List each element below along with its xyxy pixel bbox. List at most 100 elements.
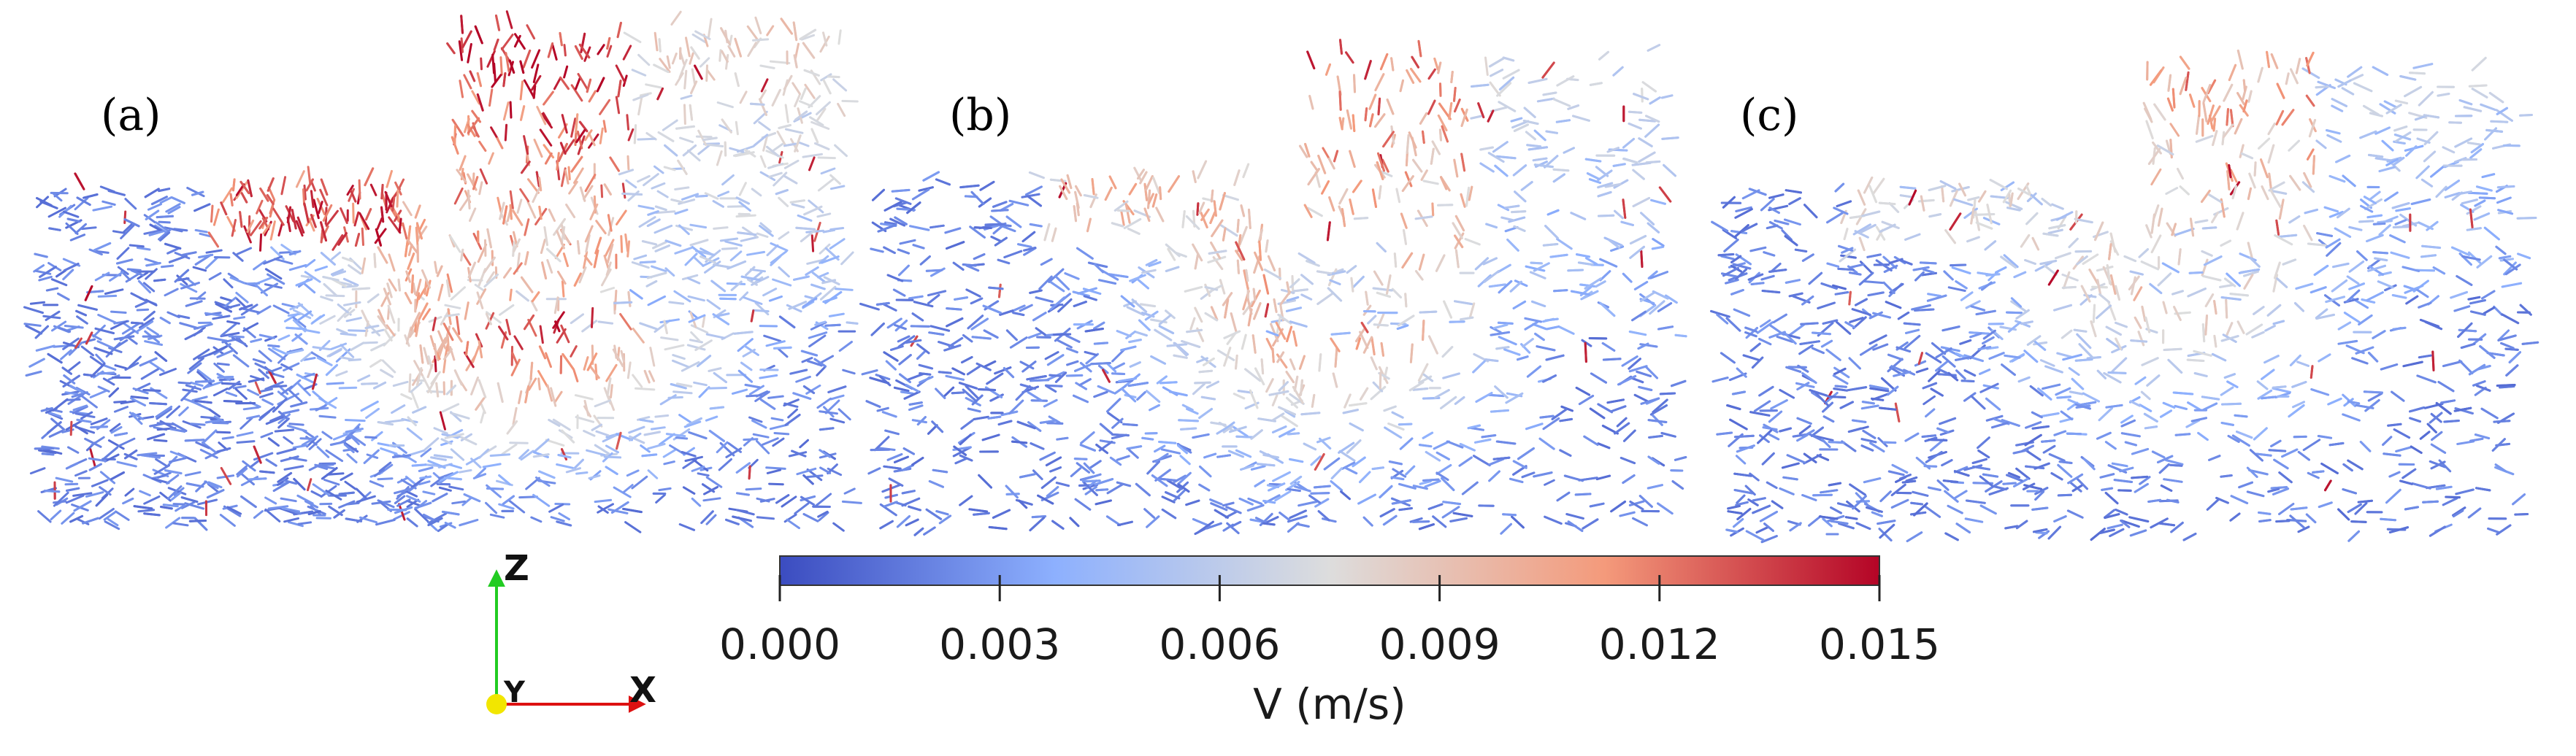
velocity-arrow (1542, 91, 1557, 96)
velocity-arrow (635, 387, 656, 391)
velocity-arrow (759, 64, 775, 69)
velocity-arrow (1533, 471, 1553, 478)
velocity-arrow (1487, 393, 1505, 398)
velocity-arrow (1631, 310, 1647, 322)
velocity-arrow (1083, 295, 1097, 301)
velocity-arrow (1391, 288, 1402, 298)
velocity-arrow (1040, 258, 1053, 266)
velocity-arrow (1524, 317, 1543, 323)
velocity-arrow (738, 182, 747, 196)
velocity-arrow (1005, 485, 1019, 499)
velocity-arrow (122, 223, 133, 234)
velocity-arrow (570, 117, 577, 138)
velocity-arrow (361, 257, 367, 274)
velocity-arrow (1264, 303, 1270, 318)
velocity-arrow (704, 261, 721, 274)
velocity-arrow (928, 331, 945, 336)
velocity-arrow (783, 174, 798, 185)
velocity-arrow (1241, 333, 1247, 350)
velocity-arrow (1590, 372, 1607, 384)
velocity-arrow (810, 128, 819, 144)
velocity-arrow (1617, 375, 1637, 386)
velocity-arrow (586, 449, 605, 456)
velocity-arrow (65, 398, 81, 401)
velocity-arrow (1418, 444, 1433, 448)
velocity-arrow (1449, 517, 1468, 522)
velocity-arrow (414, 204, 421, 219)
velocity-arrow (837, 29, 842, 45)
velocity-arrow (506, 420, 518, 435)
velocity-arrow (1527, 146, 1549, 151)
velocity-arrow (276, 447, 297, 455)
velocity-arrow (1531, 300, 1546, 307)
velocity-arrow (521, 161, 531, 174)
velocity-arrow (479, 168, 488, 185)
velocity-arrow (1460, 153, 1466, 172)
velocity-arrow (361, 227, 364, 246)
velocity-arrow (1323, 457, 1341, 471)
velocity-arrow (342, 256, 354, 263)
velocity-arrow (310, 190, 315, 209)
velocity-arrow (204, 381, 223, 389)
velocity-arrow (565, 204, 576, 218)
velocity-arrow (736, 492, 750, 496)
velocity-arrow (220, 201, 228, 216)
velocity-arrow (264, 508, 281, 522)
velocity-arrow (539, 325, 544, 344)
velocity-arrow (1440, 396, 1457, 409)
velocity-arrow (800, 88, 807, 100)
velocity-arrow (998, 283, 1002, 298)
velocity-arrow (283, 436, 294, 445)
velocity-arrow (91, 479, 109, 487)
velocity-arrow (1138, 319, 1151, 331)
velocity-arrow (773, 432, 790, 436)
velocity-arrow (735, 462, 751, 474)
velocity-arrow (398, 217, 402, 234)
velocity-arrow (474, 283, 486, 293)
velocity-arrow (792, 21, 798, 42)
velocity-arrow (1098, 279, 1117, 285)
velocity-arrow (1300, 293, 1313, 301)
velocity-arrow (737, 231, 757, 236)
velocity-arrow (1602, 358, 1622, 361)
velocity-arrow (1620, 220, 1634, 226)
velocity-arrow (463, 74, 472, 90)
velocity-arrow (664, 344, 685, 351)
velocity-arrow (1265, 378, 1274, 393)
velocity-arrow (1200, 396, 1216, 401)
velocity-arrow (1583, 435, 1599, 446)
velocity-arrow (745, 487, 762, 491)
velocity-arrow (1472, 360, 1486, 374)
velocity-arrow (1453, 87, 1457, 102)
velocity-arrow (1330, 331, 1351, 336)
velocity-arrow (74, 172, 85, 190)
velocity-arrow (765, 466, 786, 470)
velocity-arrow (968, 508, 989, 513)
velocity-arrow (485, 501, 498, 514)
velocity-arrow (908, 404, 924, 411)
velocity-arrow (23, 306, 44, 315)
velocity-arrow (42, 315, 61, 320)
velocity-arrow (239, 417, 253, 430)
velocity-arrow (97, 314, 117, 324)
velocity-arrow (253, 452, 274, 461)
velocity-arrow (686, 277, 701, 285)
velocity-arrow (464, 301, 469, 320)
velocity-arrow (1636, 370, 1652, 377)
velocity-arrow (1189, 317, 1196, 331)
velocity-arrow (300, 351, 313, 363)
velocity-arrow (916, 350, 927, 360)
velocity-arrow (1572, 115, 1590, 122)
velocity-arrow (627, 190, 640, 202)
velocity-arrow (443, 477, 462, 481)
velocity-arrow (527, 178, 540, 194)
velocity-arrow (780, 18, 793, 35)
velocity-arrow (1567, 269, 1584, 272)
velocity-arrow (1106, 398, 1122, 413)
velocity-arrow (336, 328, 348, 335)
velocity-arrow (258, 387, 273, 393)
velocity-arrow (545, 439, 565, 447)
velocity-arrow (1522, 338, 1534, 348)
velocity-arrow (406, 427, 423, 441)
velocity-arrow (1379, 53, 1389, 71)
